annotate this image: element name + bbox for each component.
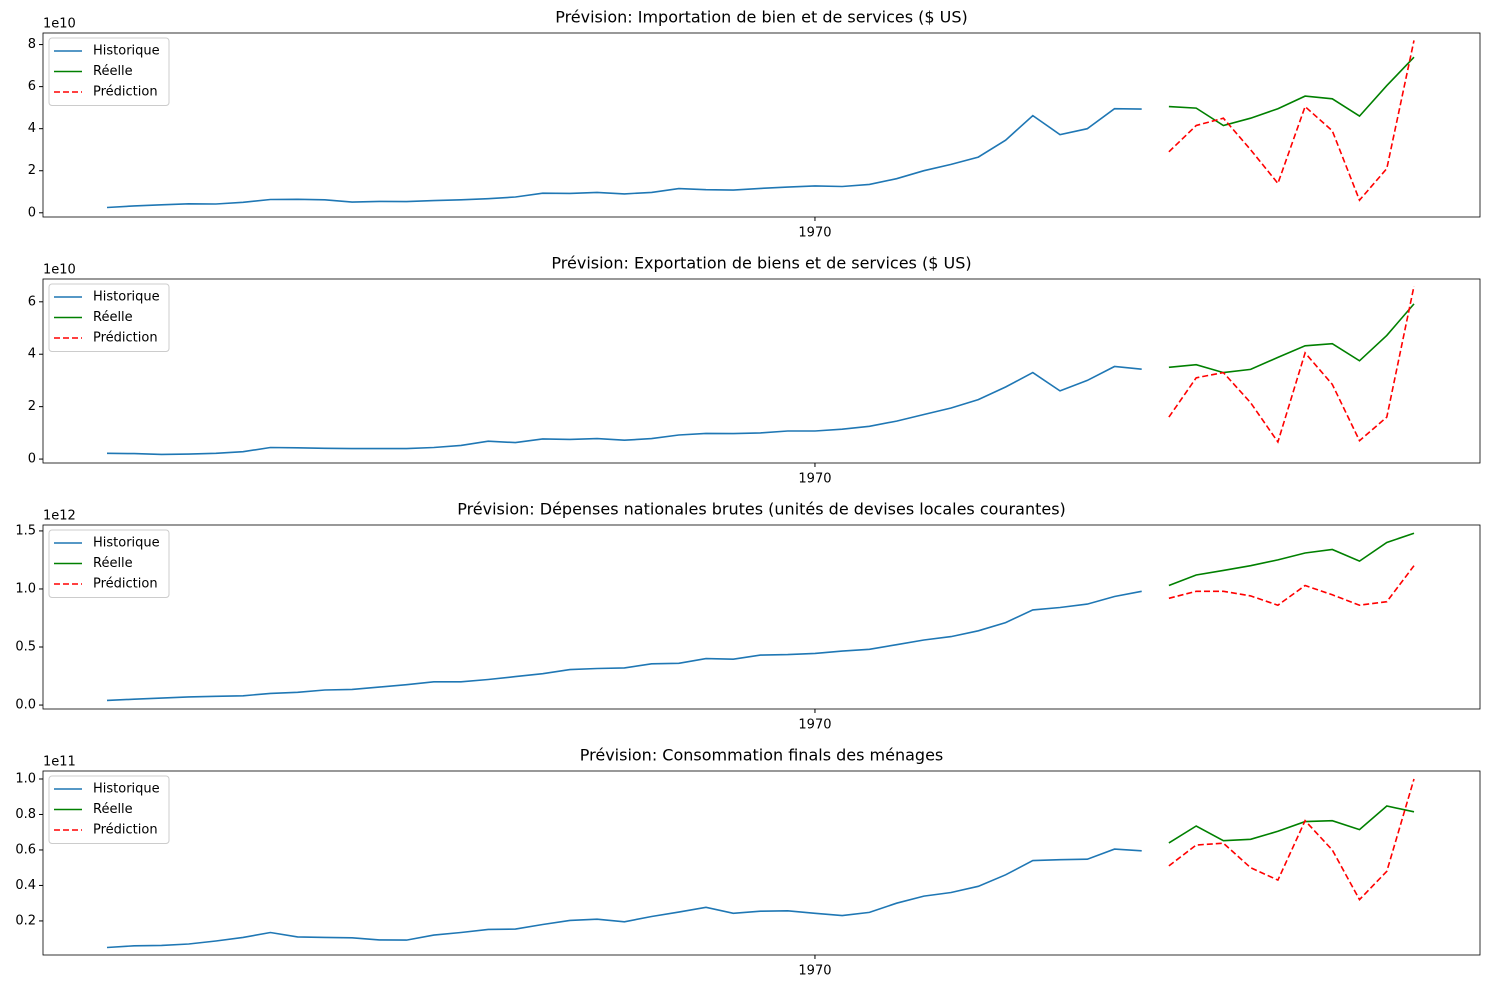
y-tick-label: 6 (28, 294, 36, 309)
series-line (106, 365, 1142, 456)
legend-label: Réelle (93, 64, 133, 79)
series-line (1168, 532, 1415, 587)
y-tick-label: 1.0 (15, 771, 36, 786)
subplot-title: Prévision: Importation de bien et de ser… (555, 8, 968, 27)
offset-label: 1e10 (43, 17, 76, 32)
legend-label: Historique (93, 44, 160, 59)
y-tick-label: 0.5 (15, 640, 36, 655)
offset-label: 1e11 (43, 755, 76, 770)
legend-label: Prédiction (93, 85, 158, 100)
y-tick-label: 0.2 (15, 913, 36, 928)
y-tick-label: 8 (28, 37, 36, 52)
y-tick-label: 0 (28, 452, 36, 467)
y-tick-label: 6 (28, 79, 36, 94)
x-tick-label: 1970 (798, 226, 831, 241)
x-tick-label: 1970 (798, 964, 831, 979)
series-line (1168, 778, 1415, 901)
x-tick-label: 1970 (798, 472, 831, 487)
legend-label: Prédiction (93, 577, 158, 592)
legend-box (48, 283, 170, 352)
y-tick-label: 4 (28, 121, 36, 136)
axes-frame (42, 32, 1481, 218)
series-line (106, 107, 1142, 209)
legend-label: Réelle (93, 310, 133, 325)
y-tick-label: 0.6 (15, 842, 36, 857)
series-line (1168, 285, 1415, 444)
series-line (106, 848, 1142, 949)
series-line (1168, 56, 1415, 127)
subplot: Prévision: Importation de bien et de ser… (28, 8, 1481, 241)
series-line (1168, 40, 1415, 202)
y-tick-label: 0.8 (15, 807, 36, 822)
legend-label: Historique (93, 290, 160, 305)
y-tick-label: 4 (28, 347, 36, 362)
y-tick-label: 2 (28, 163, 36, 178)
subplot: Prévision: Dépenses nationales brutes (u… (15, 500, 1481, 733)
axes-frame (42, 524, 1481, 710)
legend-label: Historique (93, 782, 160, 797)
axes-frame (42, 278, 1481, 464)
x-tick-label: 1970 (798, 718, 831, 733)
subplot-title: Prévision: Dépenses nationales brutes (u… (457, 500, 1066, 519)
subplot: Prévision: Consommation finals des ménag… (15, 746, 1481, 979)
y-tick-label: 0 (28, 205, 36, 220)
y-tick-label: 0.4 (15, 878, 36, 893)
subplot-title: Prévision: Consommation finals des ménag… (580, 746, 944, 765)
y-tick-label: 2 (28, 399, 36, 414)
legend-label: Prédiction (93, 331, 158, 346)
subplot-title: Prévision: Exportation de biens et de se… (551, 254, 971, 273)
legend-label: Réelle (93, 556, 133, 571)
legend-box (48, 775, 170, 844)
y-tick-label: 0.0 (15, 698, 36, 713)
series-line (1168, 565, 1415, 607)
legend-box (48, 529, 170, 598)
legend-label: Prédiction (93, 823, 158, 838)
y-tick-label: 1.0 (15, 581, 36, 596)
legend-label: Réelle (93, 802, 133, 817)
series-line (1168, 303, 1415, 374)
legend-label: Historique (93, 536, 160, 551)
series-line (1168, 805, 1415, 844)
axes-frame (42, 770, 1481, 956)
legend-box (48, 37, 170, 106)
y-tick-label: 1.5 (15, 523, 36, 538)
series-line (106, 590, 1142, 702)
offset-label: 1e12 (43, 509, 76, 524)
offset-label: 1e10 (43, 263, 76, 278)
subplot: Prévision: Exportation de biens et de se… (28, 254, 1481, 487)
